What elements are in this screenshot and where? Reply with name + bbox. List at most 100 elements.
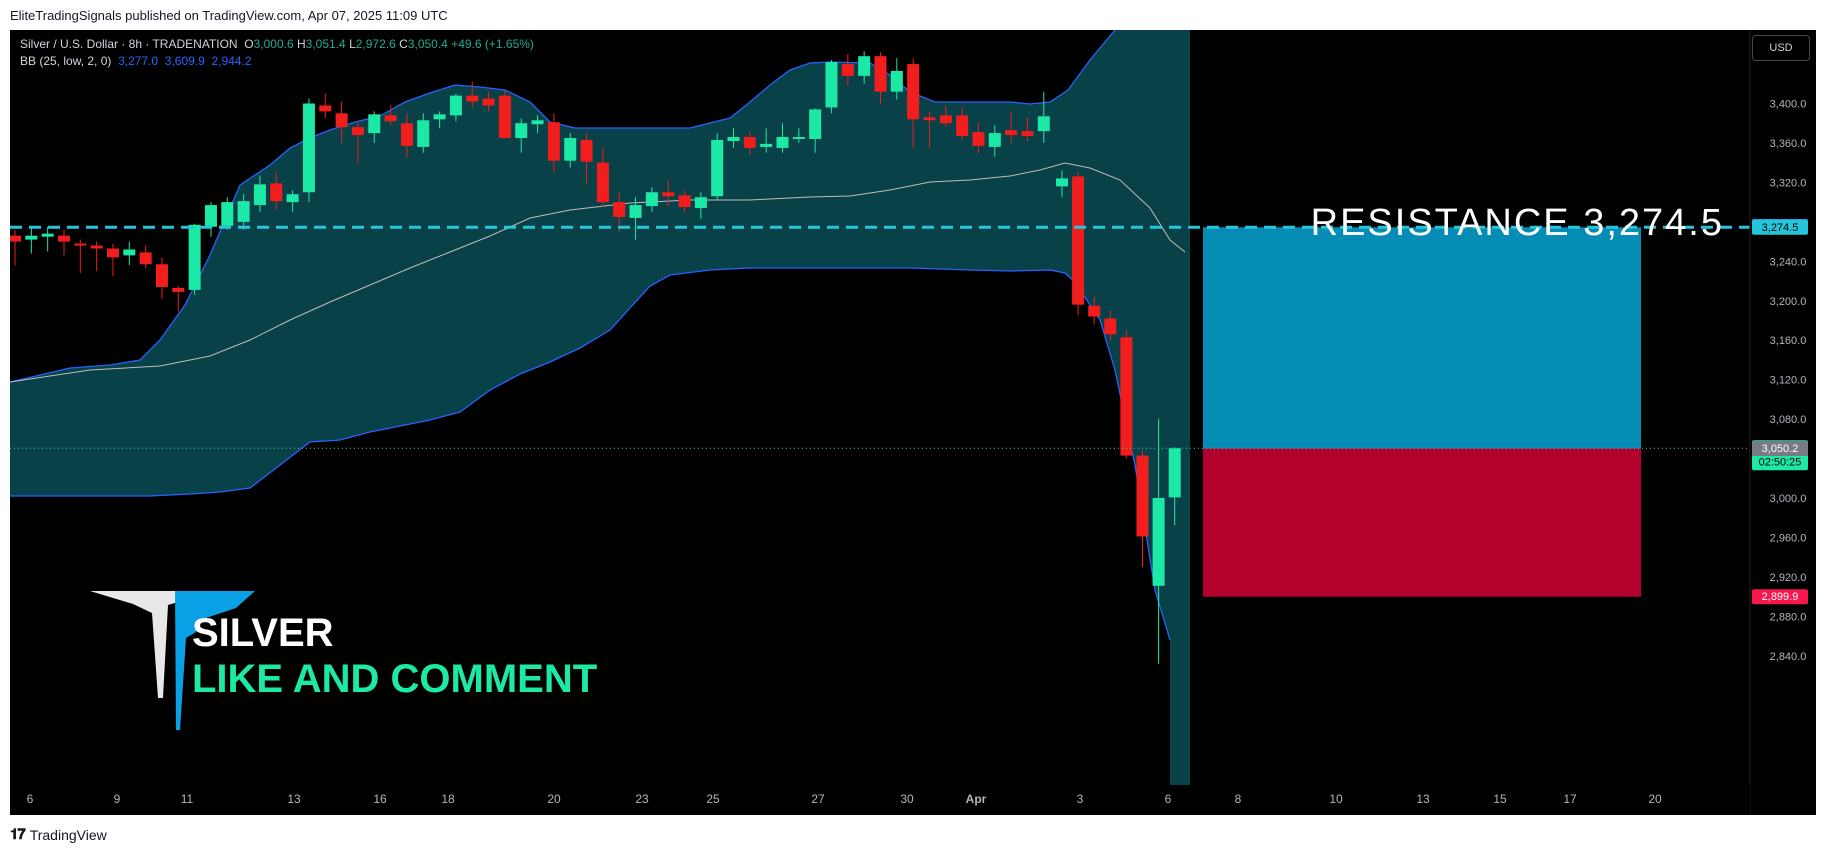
tradingview-footer[interactable]: 𝟏𝟕 TradingView	[10, 826, 107, 843]
candle-body	[10, 235, 21, 242]
time-tick-label: Apr	[966, 792, 987, 806]
time-tick-label: 25	[706, 792, 720, 806]
currency-button[interactable]: USD	[1752, 35, 1810, 61]
candle-body	[384, 115, 397, 122]
candle	[678, 190, 691, 212]
candle-body	[400, 123, 413, 146]
candle	[57, 229, 70, 256]
candle-body	[629, 205, 642, 218]
price-tick-label: 2,880.0	[1770, 611, 1807, 623]
candle-body	[1021, 131, 1034, 137]
watermark-line1: SILVER	[192, 611, 334, 655]
candle	[449, 93, 462, 122]
target-zone	[1203, 227, 1641, 449]
candle-body	[57, 235, 70, 242]
price-tick-label: 2,920.0	[1770, 572, 1807, 584]
time-tick-label: 6	[27, 792, 34, 806]
candle	[368, 111, 381, 143]
watermark-logo-shape-white	[90, 591, 178, 698]
candle	[564, 133, 577, 168]
candle	[1005, 111, 1018, 143]
candle-body	[417, 120, 430, 147]
stop-zone	[1203, 448, 1641, 597]
price-tick-label: 3,400.0	[1770, 99, 1807, 111]
candle	[106, 243, 119, 277]
price-tick-label: 3,000.0	[1770, 493, 1807, 505]
candle-body	[90, 245, 103, 249]
candle-body	[449, 95, 462, 116]
candle	[335, 101, 348, 143]
candle-body	[841, 64, 854, 76]
candle	[580, 133, 593, 185]
candle	[270, 172, 283, 211]
candle	[302, 98, 315, 203]
candle-body	[351, 127, 364, 136]
bb-upper-value: 3,609.9	[164, 54, 205, 68]
legend-line-bb: BB (25, low, 2, 0) 3,277.0 3,609.9 2,944…	[20, 53, 534, 70]
candle	[613, 192, 626, 232]
candle	[237, 194, 250, 230]
candle-body	[580, 139, 593, 162]
candle-body	[270, 183, 283, 202]
candle-body	[547, 122, 560, 161]
candle	[482, 91, 495, 112]
candle-body	[335, 113, 348, 128]
time-axis: 6 9 11 13 16 18 20 23 25 27 30 Apr 3 6 8 10 13 15 17 20	[10, 785, 1750, 815]
price-chart[interactable]: 3,400.0 3,360.0 3,320.0 3,240.0 3,200.0 3,160…	[10, 30, 1816, 815]
candle-body	[515, 123, 528, 139]
candle-body	[1136, 455, 1149, 537]
candle-body	[531, 120, 544, 125]
time-tick-label: 18	[441, 792, 455, 806]
position-tool	[1203, 227, 1641, 597]
bb-basis-value: 3,277.0	[118, 54, 159, 68]
candle-body	[302, 103, 315, 193]
candle-body	[482, 98, 495, 106]
candle	[694, 192, 707, 219]
candle-body	[792, 137, 805, 140]
candle-body	[760, 143, 773, 147]
time-tick-label: 8	[1235, 792, 1242, 806]
watermark-logo-shape-blue	[175, 591, 255, 730]
candle	[956, 107, 969, 140]
price-badge	[1752, 440, 1808, 456]
time-tick-label: 13	[1416, 792, 1430, 806]
candle	[662, 180, 675, 207]
price-tick-label: 3,200.0	[1770, 296, 1807, 308]
candle	[841, 54, 854, 86]
price-badge-label: 3,274.5	[1762, 222, 1799, 234]
candle-body	[1104, 318, 1117, 335]
candle-body	[123, 249, 136, 256]
countdown-label: 02:50:25	[1759, 456, 1802, 468]
time-tick-label: 3	[1077, 792, 1084, 806]
candle	[874, 52, 887, 104]
candle	[433, 111, 446, 129]
candle	[498, 90, 511, 139]
candle-body	[988, 133, 1001, 147]
candle	[645, 187, 658, 212]
candle	[1072, 172, 1085, 316]
legend-line-ohlc: Silver / U.S. Dollar · 8h · TRADENATION …	[20, 36, 534, 53]
bb-lower-value: 2,944.2	[211, 54, 252, 68]
watermark-logo	[90, 591, 255, 730]
candle	[776, 123, 789, 153]
candle	[204, 202, 217, 237]
chart-panel[interactable]: 3,400.0 3,360.0 3,320.0 3,240.0 3,200.0 3,160…	[10, 30, 1816, 815]
time-tick-label: 27	[811, 792, 825, 806]
candle	[1037, 91, 1050, 143]
candle-body	[613, 202, 626, 217]
candle	[1168, 447, 1181, 526]
change-value: +49.6 (+1.65%)	[451, 37, 534, 51]
candle-body	[645, 192, 658, 207]
candle-body	[41, 233, 54, 237]
time-tick-label: 9	[114, 792, 121, 806]
candle	[286, 190, 299, 212]
candle	[384, 105, 397, 126]
time-tick-label: 30	[900, 792, 914, 806]
time-tick-label: 23	[635, 792, 649, 806]
candle-body	[678, 195, 691, 208]
time-tick-label: 15	[1493, 792, 1507, 806]
price-tick-label: 3,160.0	[1770, 335, 1807, 347]
price-tick-label: 2,960.0	[1770, 532, 1807, 544]
price-badge	[1752, 219, 1808, 235]
candle-body	[939, 115, 952, 124]
